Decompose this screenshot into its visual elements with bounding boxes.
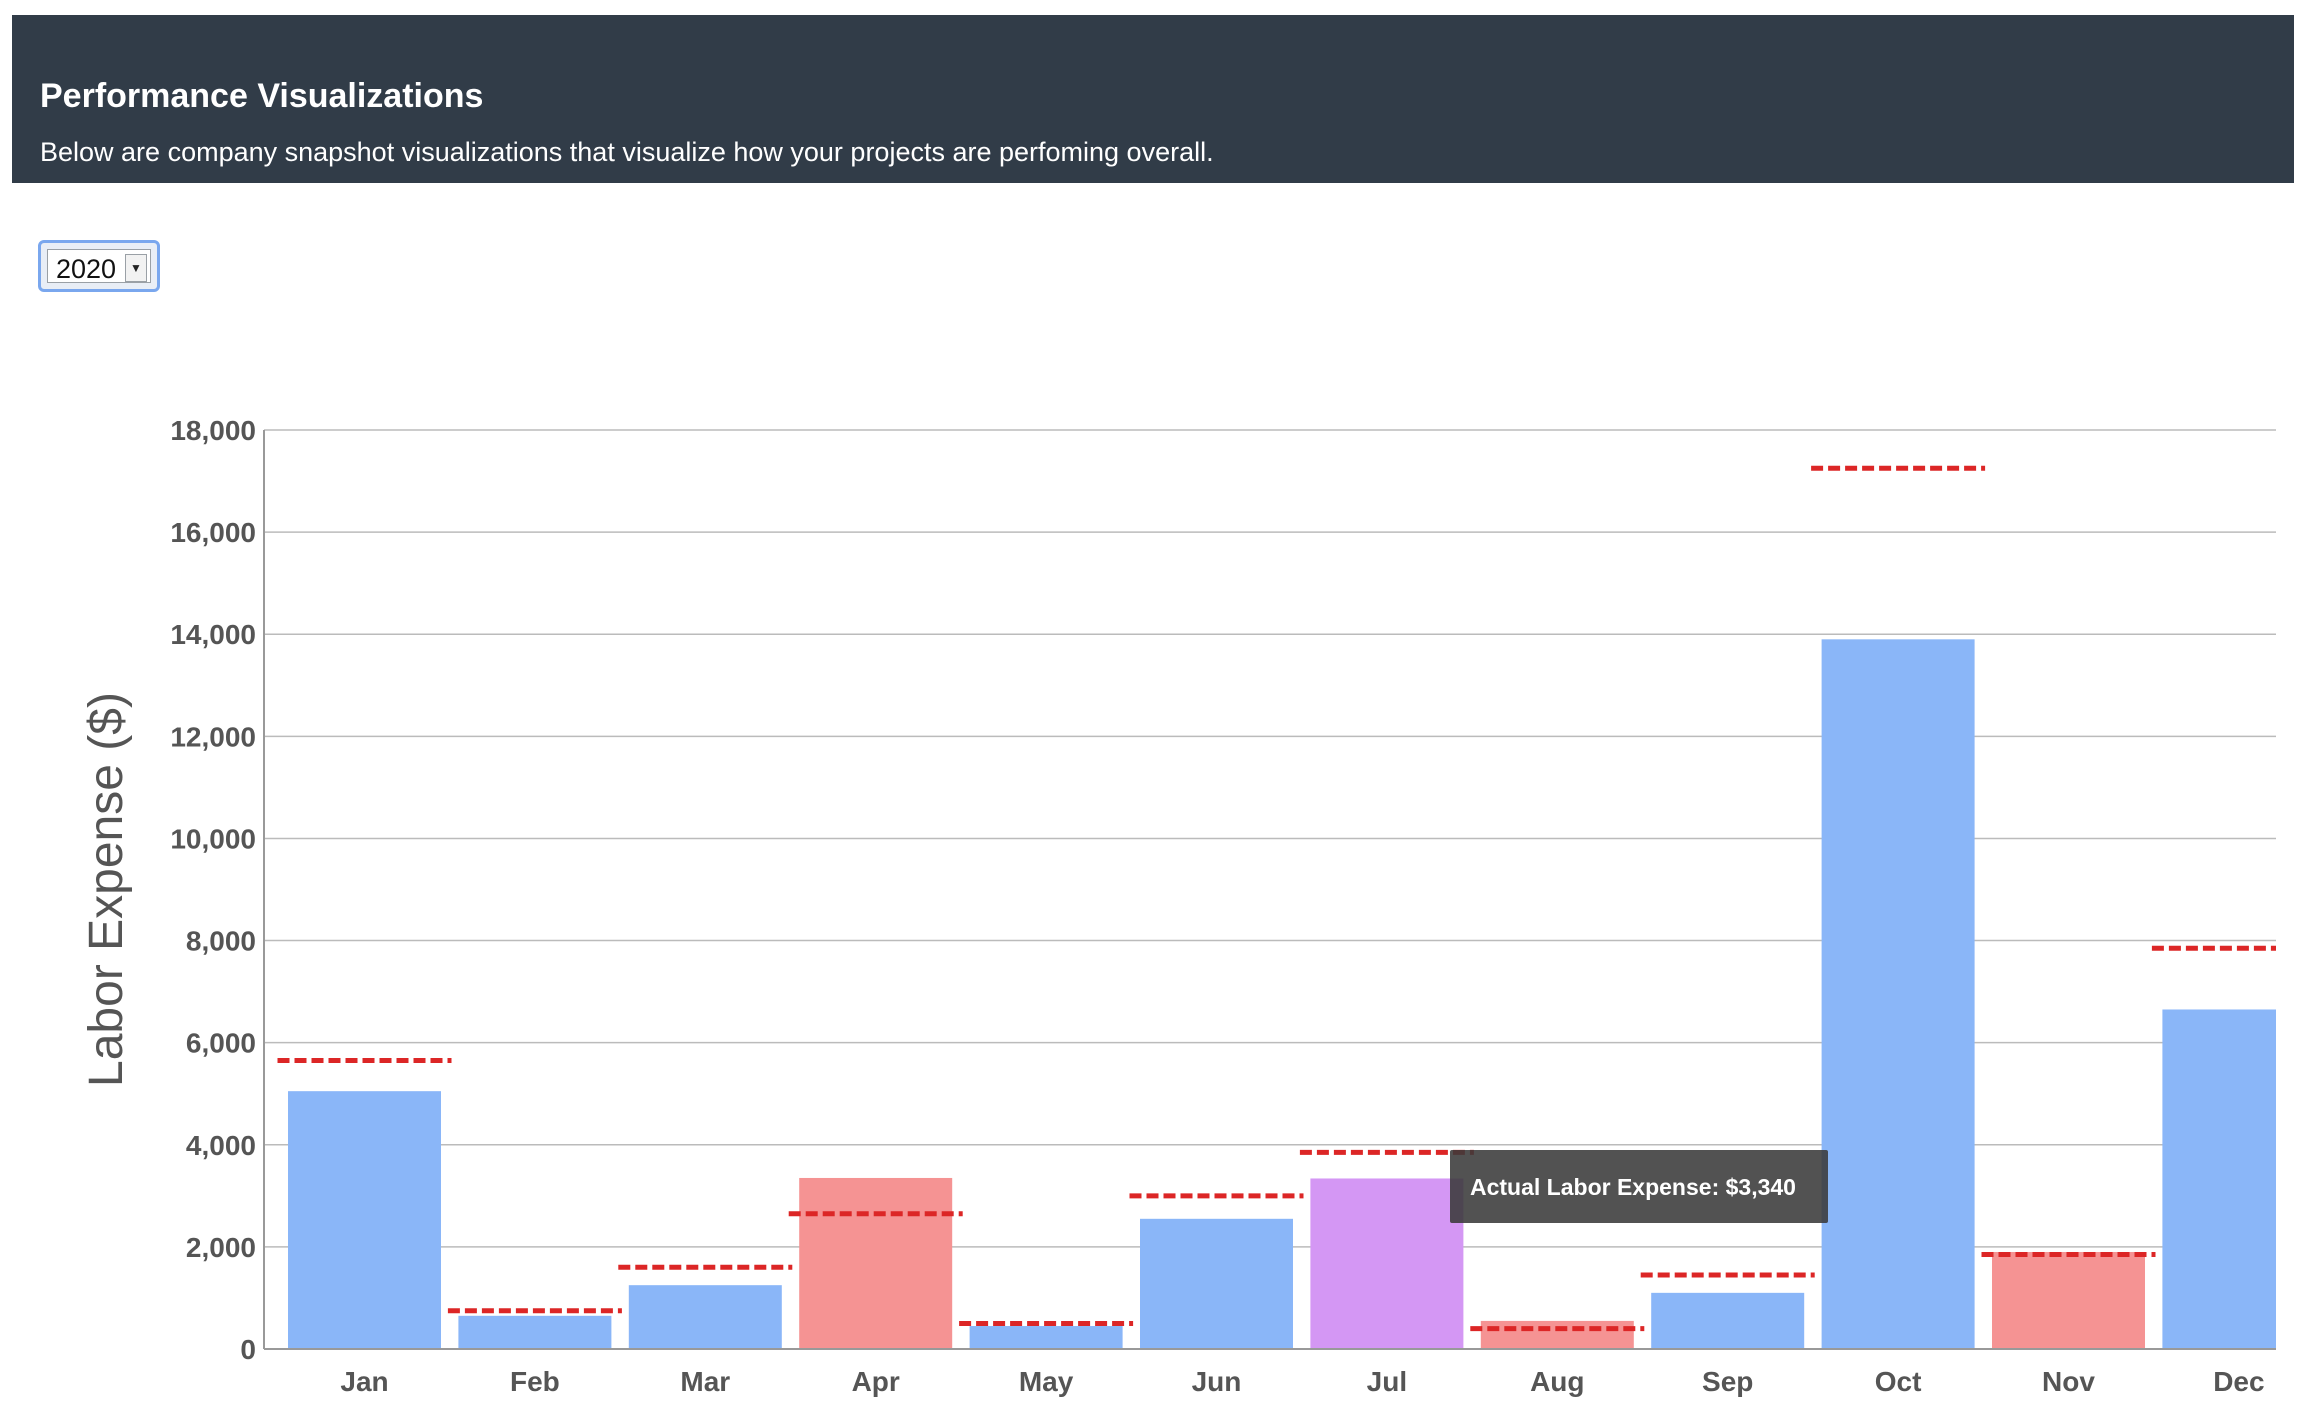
x-tick-label: Apr — [852, 1366, 900, 1397]
page-title: Performance Visualizations — [40, 77, 484, 115]
year-select-value: 2020 — [56, 254, 117, 284]
y-tick-label: 6,000 — [186, 1028, 256, 1059]
bar-aug — [1480, 1320, 1634, 1349]
page-subtitle: Below are company snapshot visualization… — [40, 137, 1214, 167]
y-tick-label: 10,000 — [170, 823, 256, 854]
bar-jun — [1140, 1218, 1293, 1349]
x-tick-label: Oct — [1875, 1366, 1922, 1397]
bar-apr — [799, 1177, 953, 1349]
x-tick-label: Jan — [340, 1366, 388, 1397]
year-select-box[interactable]: 2020 ▼ — [47, 249, 151, 284]
x-tick-label: Aug — [1530, 1366, 1584, 1397]
y-tick-label: 16,000 — [170, 517, 256, 548]
y-tick-label: 2,000 — [186, 1232, 256, 1263]
y-tick-label: 4,000 — [186, 1130, 256, 1161]
year-select[interactable]: 2020 ▼ — [38, 240, 160, 292]
y-axis-title: Labor Expense ($) — [80, 692, 133, 1087]
x-tick-label: Feb — [510, 1366, 560, 1397]
tooltip — [1450, 1150, 1828, 1223]
x-tick-label: Jun — [1192, 1366, 1242, 1397]
bar-jul — [1310, 1178, 1464, 1349]
x-tick-label: Nov — [2042, 1366, 2095, 1397]
y-tick-label: 0 — [240, 1334, 256, 1365]
bar-oct — [1821, 639, 1975, 1349]
bar-mar — [628, 1285, 782, 1349]
tooltip-text: Actual Labor Expense: $3,340 — [1470, 1174, 1796, 1200]
bar-nov — [1992, 1251, 2145, 1349]
page-header: Performance Visualizations Below are com… — [12, 15, 2294, 183]
bar-may — [969, 1326, 1123, 1349]
y-tick-label: 12,000 — [170, 721, 256, 752]
x-tick-label: May — [1019, 1366, 1074, 1397]
x-tick-label: Dec — [2213, 1366, 2264, 1397]
bar-feb — [458, 1315, 612, 1349]
x-tick-label: Mar — [680, 1366, 730, 1397]
bar-sep — [1651, 1292, 1805, 1349]
bar-dec — [2162, 1009, 2276, 1349]
x-tick-label: Jul — [1367, 1366, 1407, 1397]
bar-jan — [288, 1091, 441, 1349]
x-tick-label: Sep — [1702, 1366, 1753, 1397]
y-tick-label: 8,000 — [186, 926, 256, 957]
chevron-down-icon[interactable]: ▼ — [125, 254, 147, 282]
y-tick-label: 14,000 — [170, 619, 256, 650]
y-tick-label: 18,000 — [170, 415, 256, 446]
